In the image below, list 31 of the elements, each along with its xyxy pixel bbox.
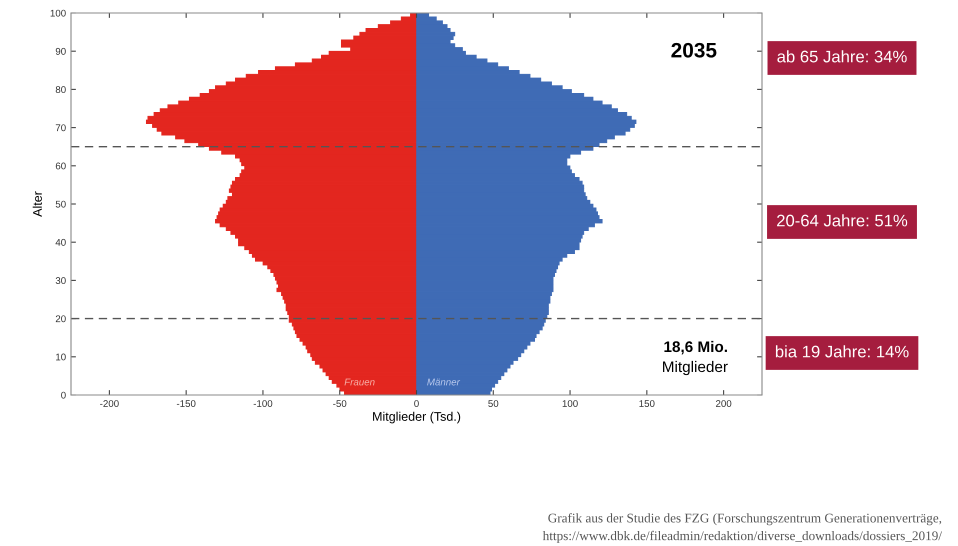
y-tick-label: 40 — [56, 238, 66, 246]
y-tick-label: 60 — [56, 162, 66, 170]
y-tick-label: 20 — [56, 315, 66, 322]
text: ab 65 Jahre: 34% — [777, 50, 907, 62]
y-tick-label: 80 — [56, 86, 66, 94]
x-tick-label: -200 — [100, 400, 119, 407]
text: 20-64 Jahre: 51% — [777, 214, 908, 226]
y-axis-title: Alter — [32, 191, 42, 217]
x-axis-title: Mitglieder (Tsd.) — [373, 412, 460, 424]
annotation: 18,6 Mio. — [664, 340, 727, 354]
series-label: Frauen — [344, 378, 375, 386]
annotation: Mitglieder — [663, 360, 728, 376]
annotation: 2035 — [671, 42, 716, 58]
text: bia 19 Jahre: 14% — [776, 345, 909, 358]
y-tick-label: 100 — [50, 10, 66, 17]
x-tick-label: -100 — [254, 400, 272, 407]
series-label: Männer — [427, 378, 460, 386]
y-tick-label: 30 — [56, 277, 66, 284]
y-tick-label: 10 — [56, 354, 66, 360]
x-tick-label: 200 — [716, 400, 732, 407]
x-tick-label: 100 — [562, 400, 578, 407]
x-tick-label: 150 — [639, 400, 655, 407]
x-tick-label: 50 — [488, 400, 498, 407]
text: Grafik aus der Studie des FZG (Forschungszentrum Generationenverträge, https://www.dbk.de/fileadmin/redaktion/diverse_downloads/dossiers_2019/ — [542, 513, 942, 543]
x-tick-label: -150 — [176, 400, 196, 407]
x-tick-label: -50 — [333, 400, 346, 407]
y-tick-label: 0 — [61, 392, 66, 399]
y-tick-label: 70 — [56, 124, 66, 132]
y-tick-label: 90 — [56, 48, 66, 55]
x-tick-label: 0 — [414, 400, 419, 407]
y-tick-label: 50 — [56, 200, 66, 208]
